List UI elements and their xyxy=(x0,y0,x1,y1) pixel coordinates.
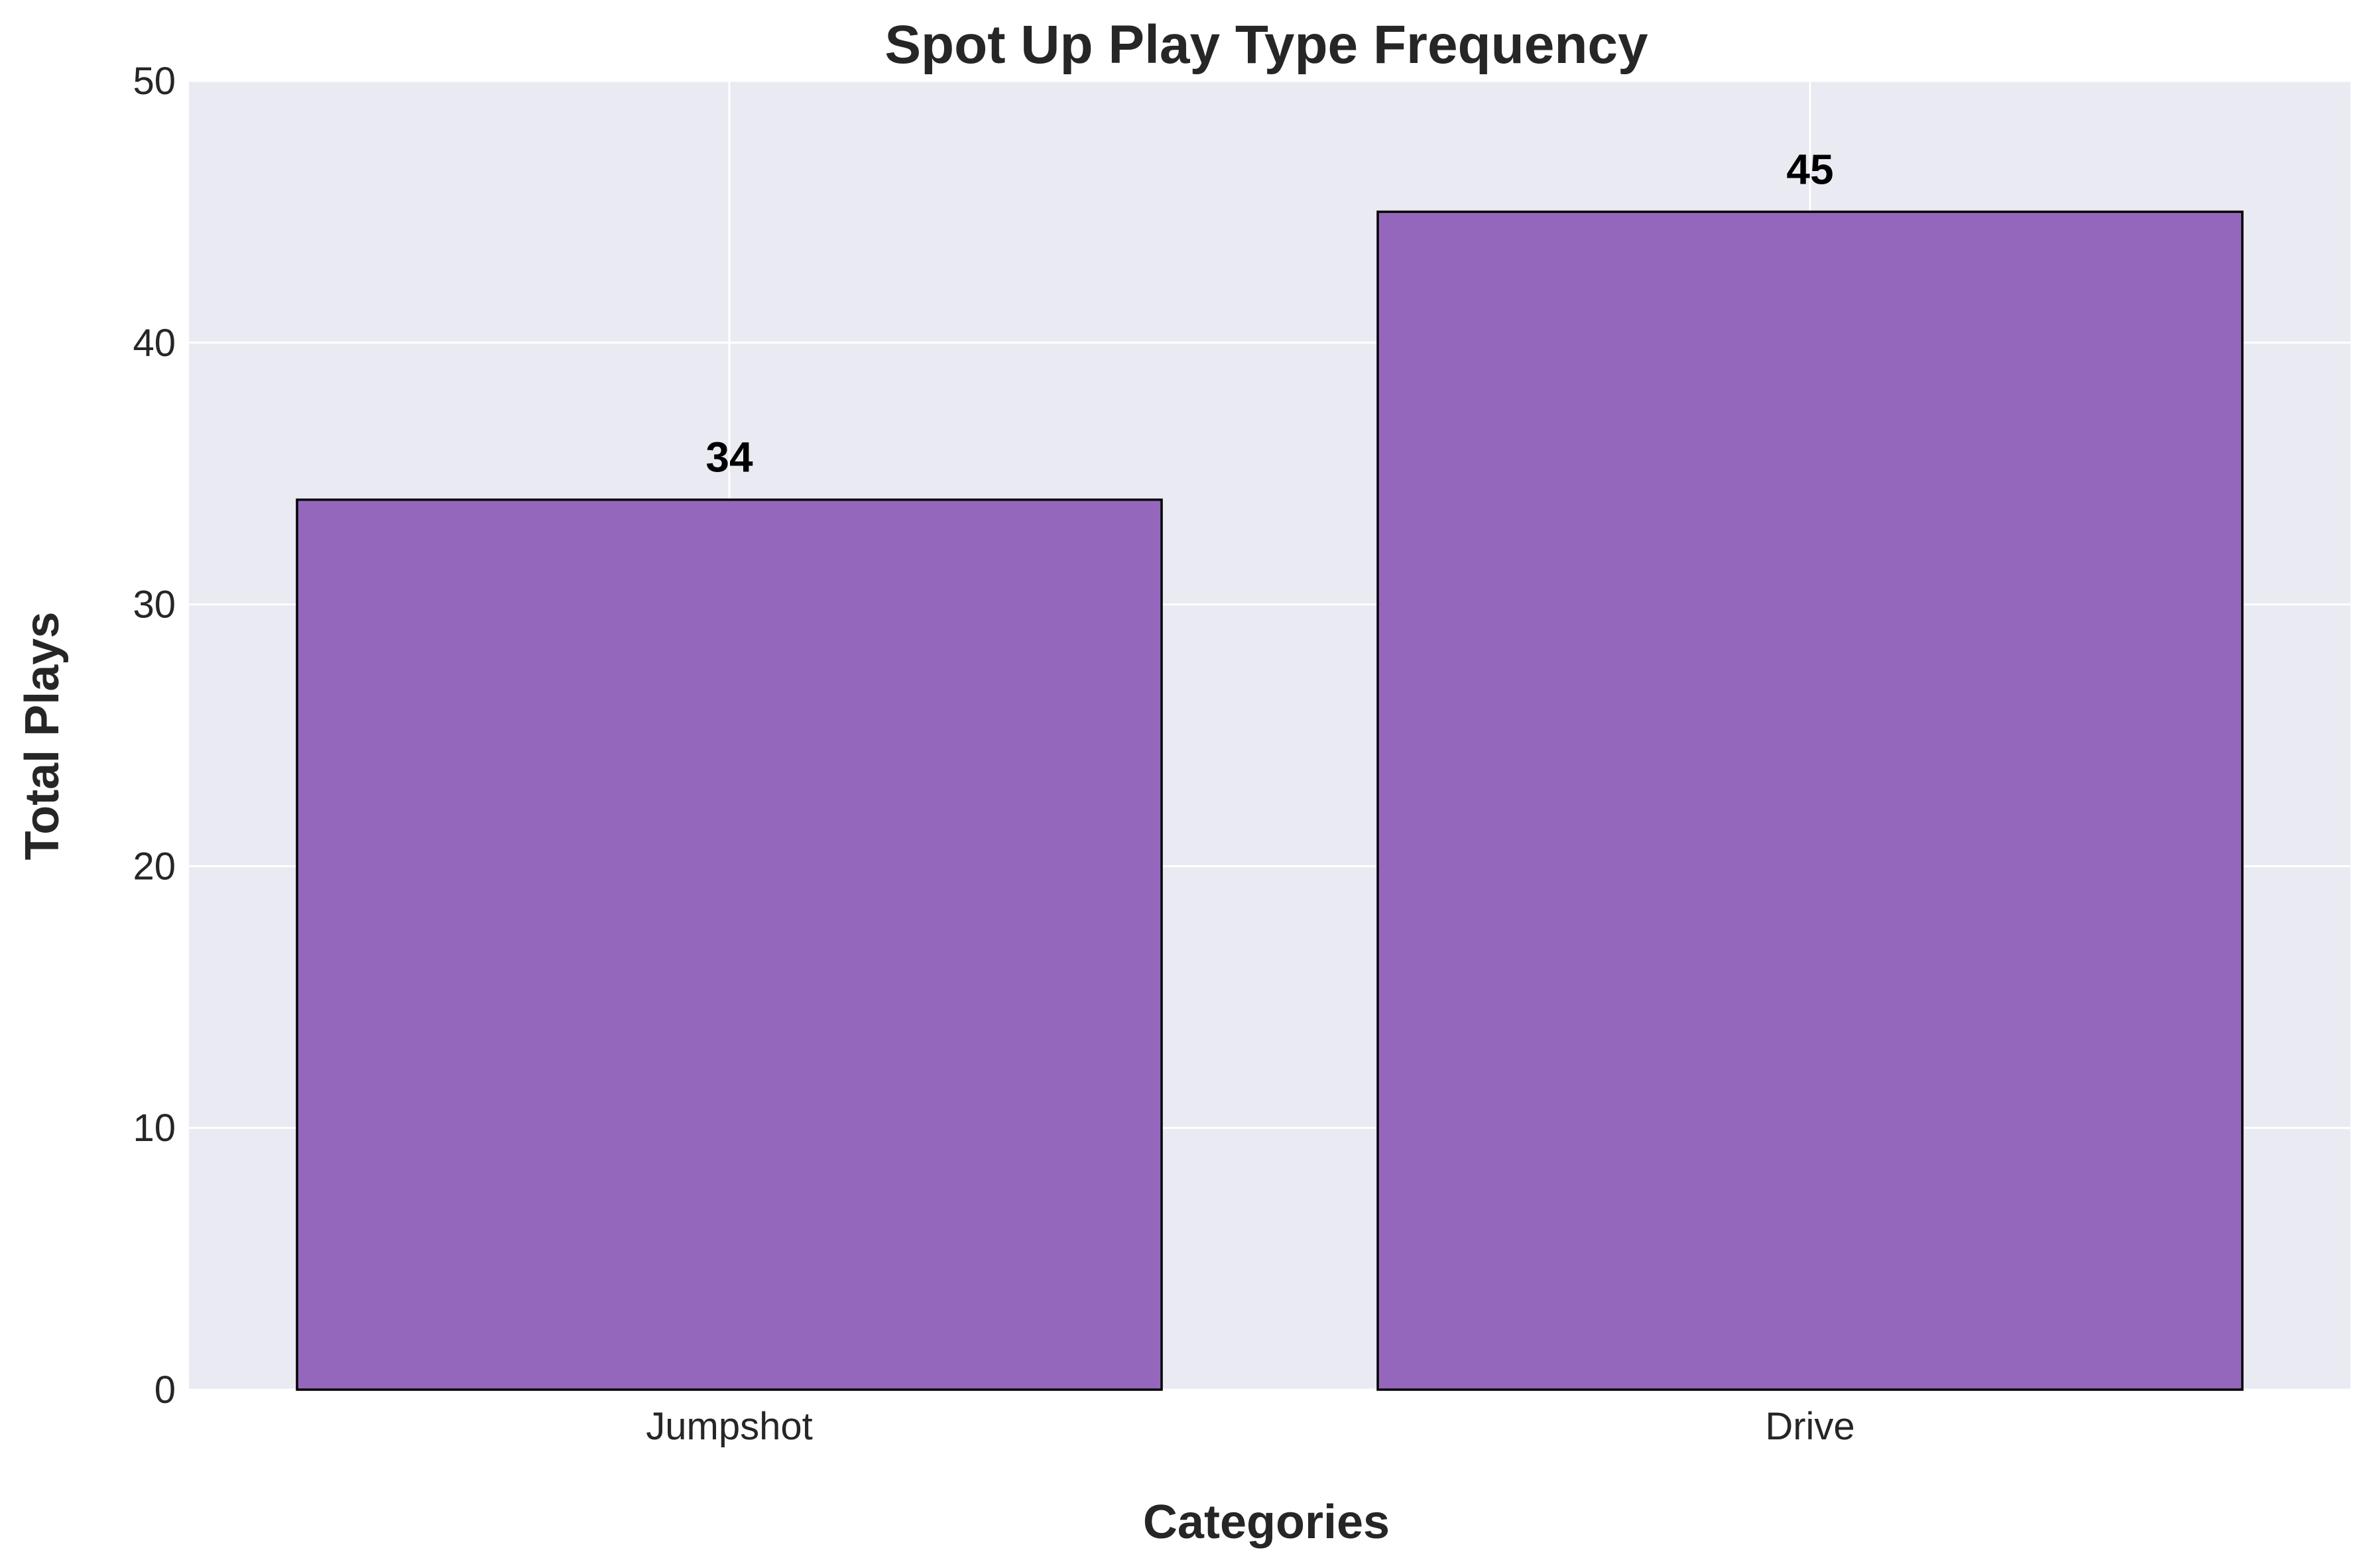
data-label: 34 xyxy=(705,434,753,481)
y-tick-label: 40 xyxy=(133,322,176,365)
x-axis-ticks: Jumpshot Drive xyxy=(646,1405,1854,1448)
bar-drive xyxy=(1376,210,2244,1391)
y-axis-label: Total Plays xyxy=(16,612,69,861)
y-tick-label: 20 xyxy=(133,845,176,888)
y-tick-label: 0 xyxy=(154,1368,176,1412)
x-tick-label: Drive xyxy=(1765,1405,1854,1448)
bars xyxy=(296,210,2244,1391)
data-label: 45 xyxy=(1786,145,1833,193)
y-tick-label: 50 xyxy=(133,60,176,103)
data-labels: 34 45 xyxy=(705,145,1833,481)
y-tick-label: 10 xyxy=(133,1107,176,1150)
y-tick-label: 30 xyxy=(133,583,176,627)
y-axis-ticks: 0 10 20 30 40 50 xyxy=(133,60,176,1412)
x-tick-label: Jumpshot xyxy=(646,1405,812,1448)
bar-jumpshot xyxy=(296,498,1163,1391)
x-axis-label: Categories xyxy=(1143,1496,1390,1549)
chart-title: Spot Up Play Type Frequency xyxy=(884,15,1648,75)
